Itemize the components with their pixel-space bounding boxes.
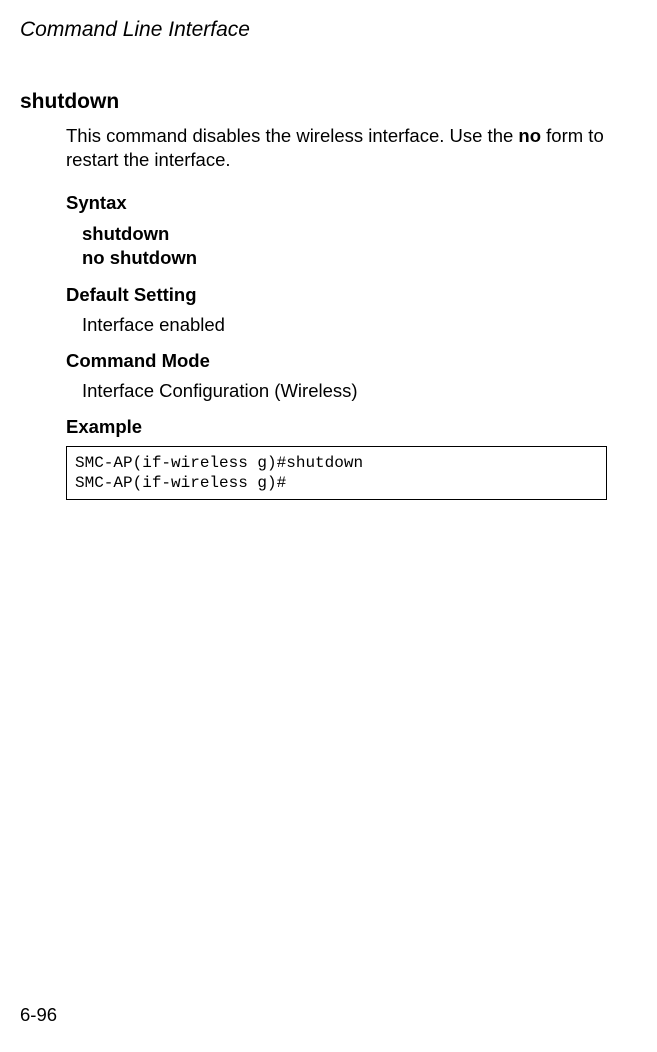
syntax-heading: Syntax [66, 192, 607, 214]
syntax-line-2: no shutdown [82, 246, 607, 270]
command-mode-value: Interface Configuration (Wireless) [82, 380, 607, 402]
page-number: 6-96 [20, 1004, 57, 1026]
command-title: shutdown [20, 90, 607, 114]
running-header: Command Line Interface [20, 18, 607, 42]
description-bold: no [518, 125, 541, 146]
syntax-line-1: shutdown [82, 222, 607, 246]
command-description: This command disables the wireless inter… [66, 124, 607, 172]
command-mode-heading: Command Mode [66, 350, 607, 372]
description-before: This command disables the wireless inter… [66, 125, 518, 146]
example-heading: Example [66, 416, 607, 438]
default-setting-heading: Default Setting [66, 284, 607, 306]
example-box: SMC-AP(if-wireless g)#shutdown SMC-AP(if… [66, 446, 607, 500]
page-container: Command Line Interface shutdown This com… [0, 0, 657, 1052]
default-setting-value: Interface enabled [82, 314, 607, 336]
